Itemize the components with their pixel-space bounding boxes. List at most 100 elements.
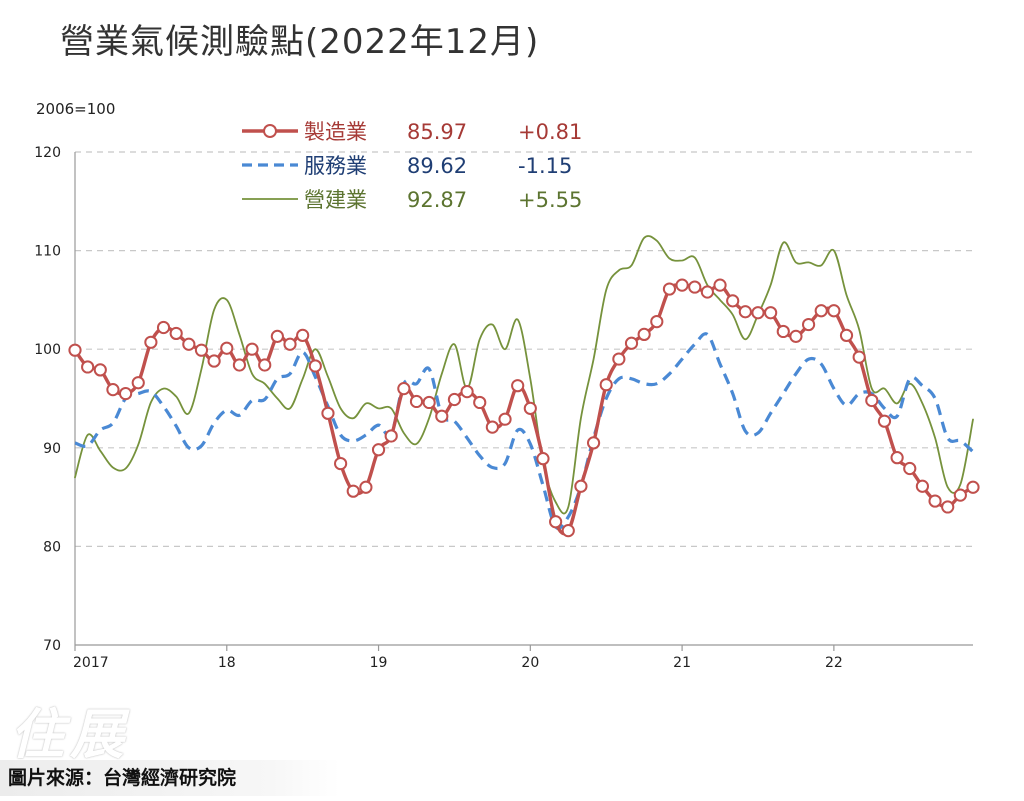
data-point-manufacturing xyxy=(536,452,550,466)
data-point-manufacturing xyxy=(966,480,980,494)
data-point-manufacturing xyxy=(118,386,133,401)
data-point-manufacturing xyxy=(283,337,297,351)
x-tick-label: 19 xyxy=(370,655,388,671)
series-line-services xyxy=(74,332,975,530)
series-line-construction xyxy=(74,235,974,515)
data-point-manufacturing xyxy=(688,280,702,294)
data-point-manufacturing xyxy=(637,327,651,342)
data-point-manufacturing xyxy=(397,382,411,396)
data-point-manufacturing xyxy=(877,414,892,428)
data-point-manufacturing xyxy=(460,384,474,399)
watermark-logo: 住展 xyxy=(10,702,130,766)
data-point-manufacturing xyxy=(156,320,171,335)
data-point-manufacturing xyxy=(941,500,955,514)
data-point-manufacturing xyxy=(106,383,120,397)
data-point-manufacturing xyxy=(839,328,854,342)
data-point-manufacturing xyxy=(561,524,575,538)
data-point-manufacturing xyxy=(713,278,727,292)
data-point-manufacturing xyxy=(928,494,942,508)
data-point-manufacturing xyxy=(498,412,512,426)
data-point-manufacturing xyxy=(384,429,398,443)
data-point-manufacturing xyxy=(586,436,601,450)
data-point-manufacturing xyxy=(93,363,107,377)
legend-latest-value: 92.87 xyxy=(407,188,467,212)
data-point-manufacturing xyxy=(574,479,588,493)
y-tick-label: 80 xyxy=(43,539,61,555)
data-point-manufacturing xyxy=(346,484,360,498)
data-point-manufacturing xyxy=(764,306,778,320)
data-point-manufacturing xyxy=(523,401,537,415)
data-point-manufacturing xyxy=(334,456,348,471)
data-point-manufacturing xyxy=(827,304,841,318)
data-point-manufacturing xyxy=(700,285,714,299)
data-point-manufacturing xyxy=(131,376,145,390)
legend-marker xyxy=(263,124,277,138)
data-point-manufacturing xyxy=(915,479,930,493)
x-tick-label: 2017 xyxy=(73,655,109,671)
data-point-manufacturing xyxy=(371,443,386,457)
data-point-manufacturing xyxy=(296,328,310,342)
data-point-manufacturing xyxy=(953,488,967,502)
data-point-manufacturing xyxy=(435,409,449,423)
legend-label: 營建業 xyxy=(304,188,367,212)
x-tick-label: 21 xyxy=(673,655,691,671)
legend-change-value: +0.81 xyxy=(518,120,582,144)
y-tick-label: 110 xyxy=(34,244,61,260)
data-point-manufacturing xyxy=(220,341,234,355)
data-point-manufacturing xyxy=(144,335,158,349)
data-point-manufacturing xyxy=(903,461,917,476)
data-point-manufacturing xyxy=(511,379,525,393)
data-point-manufacturing xyxy=(801,317,816,332)
data-point-manufacturing xyxy=(485,420,499,434)
data-point-manufacturing xyxy=(473,395,487,410)
data-point-manufacturing xyxy=(650,314,664,329)
image-source-caption: 圖片來源：台灣經濟研究院 xyxy=(0,760,340,796)
data-point-manufacturing xyxy=(245,342,259,356)
data-point-manufacturing xyxy=(258,358,272,372)
data-point-manufacturing xyxy=(270,329,284,343)
data-point-manufacturing xyxy=(726,294,740,308)
y-axis-unit: 2006=100 xyxy=(36,100,116,118)
data-point-manufacturing xyxy=(409,394,424,409)
legend-label: 服務業 xyxy=(304,154,367,178)
x-tick-label: 20 xyxy=(521,655,539,671)
data-point-manufacturing xyxy=(308,359,322,373)
data-point-manufacturing xyxy=(890,451,904,465)
legend-change-value: -1.15 xyxy=(518,154,572,178)
data-point-manufacturing xyxy=(182,337,196,351)
legend-label: 製造業 xyxy=(304,120,367,144)
data-point-manufacturing xyxy=(814,304,828,318)
data-point-manufacturing xyxy=(194,343,209,357)
data-point-manufacturing xyxy=(738,305,752,319)
y-tick-label: 100 xyxy=(34,342,61,358)
data-point-manufacturing xyxy=(549,515,563,529)
legend-latest-value: 89.62 xyxy=(407,154,467,178)
data-point-manufacturing xyxy=(789,329,803,343)
x-tick-label: 18 xyxy=(218,655,236,671)
y-tick-label: 90 xyxy=(43,441,61,457)
data-point-manufacturing xyxy=(776,324,790,339)
data-point-manufacturing xyxy=(359,480,373,494)
data-point-manufacturing xyxy=(852,350,866,364)
data-point-manufacturing xyxy=(865,393,879,408)
data-point-manufacturing xyxy=(675,278,689,292)
data-point-manufacturing xyxy=(321,406,335,420)
data-point-manufacturing xyxy=(662,282,677,296)
data-point-manufacturing xyxy=(169,326,183,341)
data-point-manufacturing xyxy=(207,354,221,368)
data-point-manufacturing xyxy=(612,352,626,366)
legend-latest-value: 85.97 xyxy=(407,120,467,144)
data-point-manufacturing xyxy=(68,343,82,357)
data-point-manufacturing xyxy=(232,358,247,372)
y-tick-label: 70 xyxy=(43,638,61,654)
legend-change-value: +5.55 xyxy=(518,188,582,212)
data-point-manufacturing xyxy=(81,360,95,374)
data-point-manufacturing xyxy=(447,392,462,407)
chart-title: 營業氣候測驗點(2022年12月) xyxy=(60,22,540,62)
data-point-manufacturing xyxy=(751,306,765,320)
x-tick-label: 22 xyxy=(825,655,843,671)
data-point-manufacturing xyxy=(624,336,639,350)
data-point-manufacturing xyxy=(599,378,613,392)
y-tick-label: 120 xyxy=(34,145,61,161)
